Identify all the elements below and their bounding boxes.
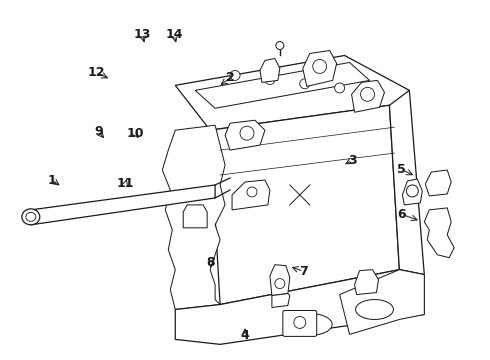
Text: 6: 6 (397, 208, 406, 221)
FancyBboxPatch shape (283, 310, 317, 336)
Polygon shape (210, 105, 399, 305)
Polygon shape (352, 80, 385, 112)
Polygon shape (162, 125, 225, 310)
Circle shape (276, 41, 284, 50)
Circle shape (300, 79, 310, 89)
Polygon shape (183, 205, 207, 228)
Polygon shape (175, 270, 424, 345)
Circle shape (313, 59, 327, 73)
Text: 5: 5 (397, 163, 406, 176)
Polygon shape (175, 55, 409, 130)
Circle shape (406, 185, 418, 197)
Circle shape (361, 87, 374, 101)
Circle shape (265, 75, 275, 85)
Polygon shape (355, 270, 378, 294)
Text: 9: 9 (94, 125, 103, 138)
Text: 10: 10 (126, 127, 144, 140)
Polygon shape (31, 185, 215, 225)
Text: 1: 1 (48, 174, 56, 186)
Circle shape (247, 187, 257, 197)
Polygon shape (425, 170, 451, 196)
Ellipse shape (356, 300, 393, 319)
Text: 7: 7 (299, 265, 308, 278)
Polygon shape (340, 270, 424, 334)
Ellipse shape (22, 209, 40, 225)
Ellipse shape (287, 314, 332, 336)
Ellipse shape (26, 212, 36, 221)
Text: 13: 13 (134, 28, 151, 41)
Circle shape (240, 126, 254, 140)
Circle shape (294, 316, 306, 328)
Text: 14: 14 (166, 28, 183, 41)
Polygon shape (272, 293, 290, 307)
Polygon shape (424, 208, 454, 258)
Polygon shape (195, 62, 369, 108)
Text: 11: 11 (117, 177, 134, 190)
Text: 4: 4 (241, 329, 249, 342)
Polygon shape (225, 120, 265, 150)
Polygon shape (232, 180, 270, 210)
Circle shape (335, 83, 344, 93)
Polygon shape (270, 265, 290, 296)
Text: 12: 12 (87, 66, 105, 79)
Text: 2: 2 (226, 71, 235, 84)
Circle shape (275, 279, 285, 289)
Circle shape (230, 71, 240, 80)
Polygon shape (260, 58, 280, 82)
Polygon shape (303, 50, 337, 86)
Text: 3: 3 (348, 154, 357, 167)
Polygon shape (390, 90, 424, 275)
Text: 8: 8 (206, 256, 215, 269)
Polygon shape (402, 179, 422, 205)
